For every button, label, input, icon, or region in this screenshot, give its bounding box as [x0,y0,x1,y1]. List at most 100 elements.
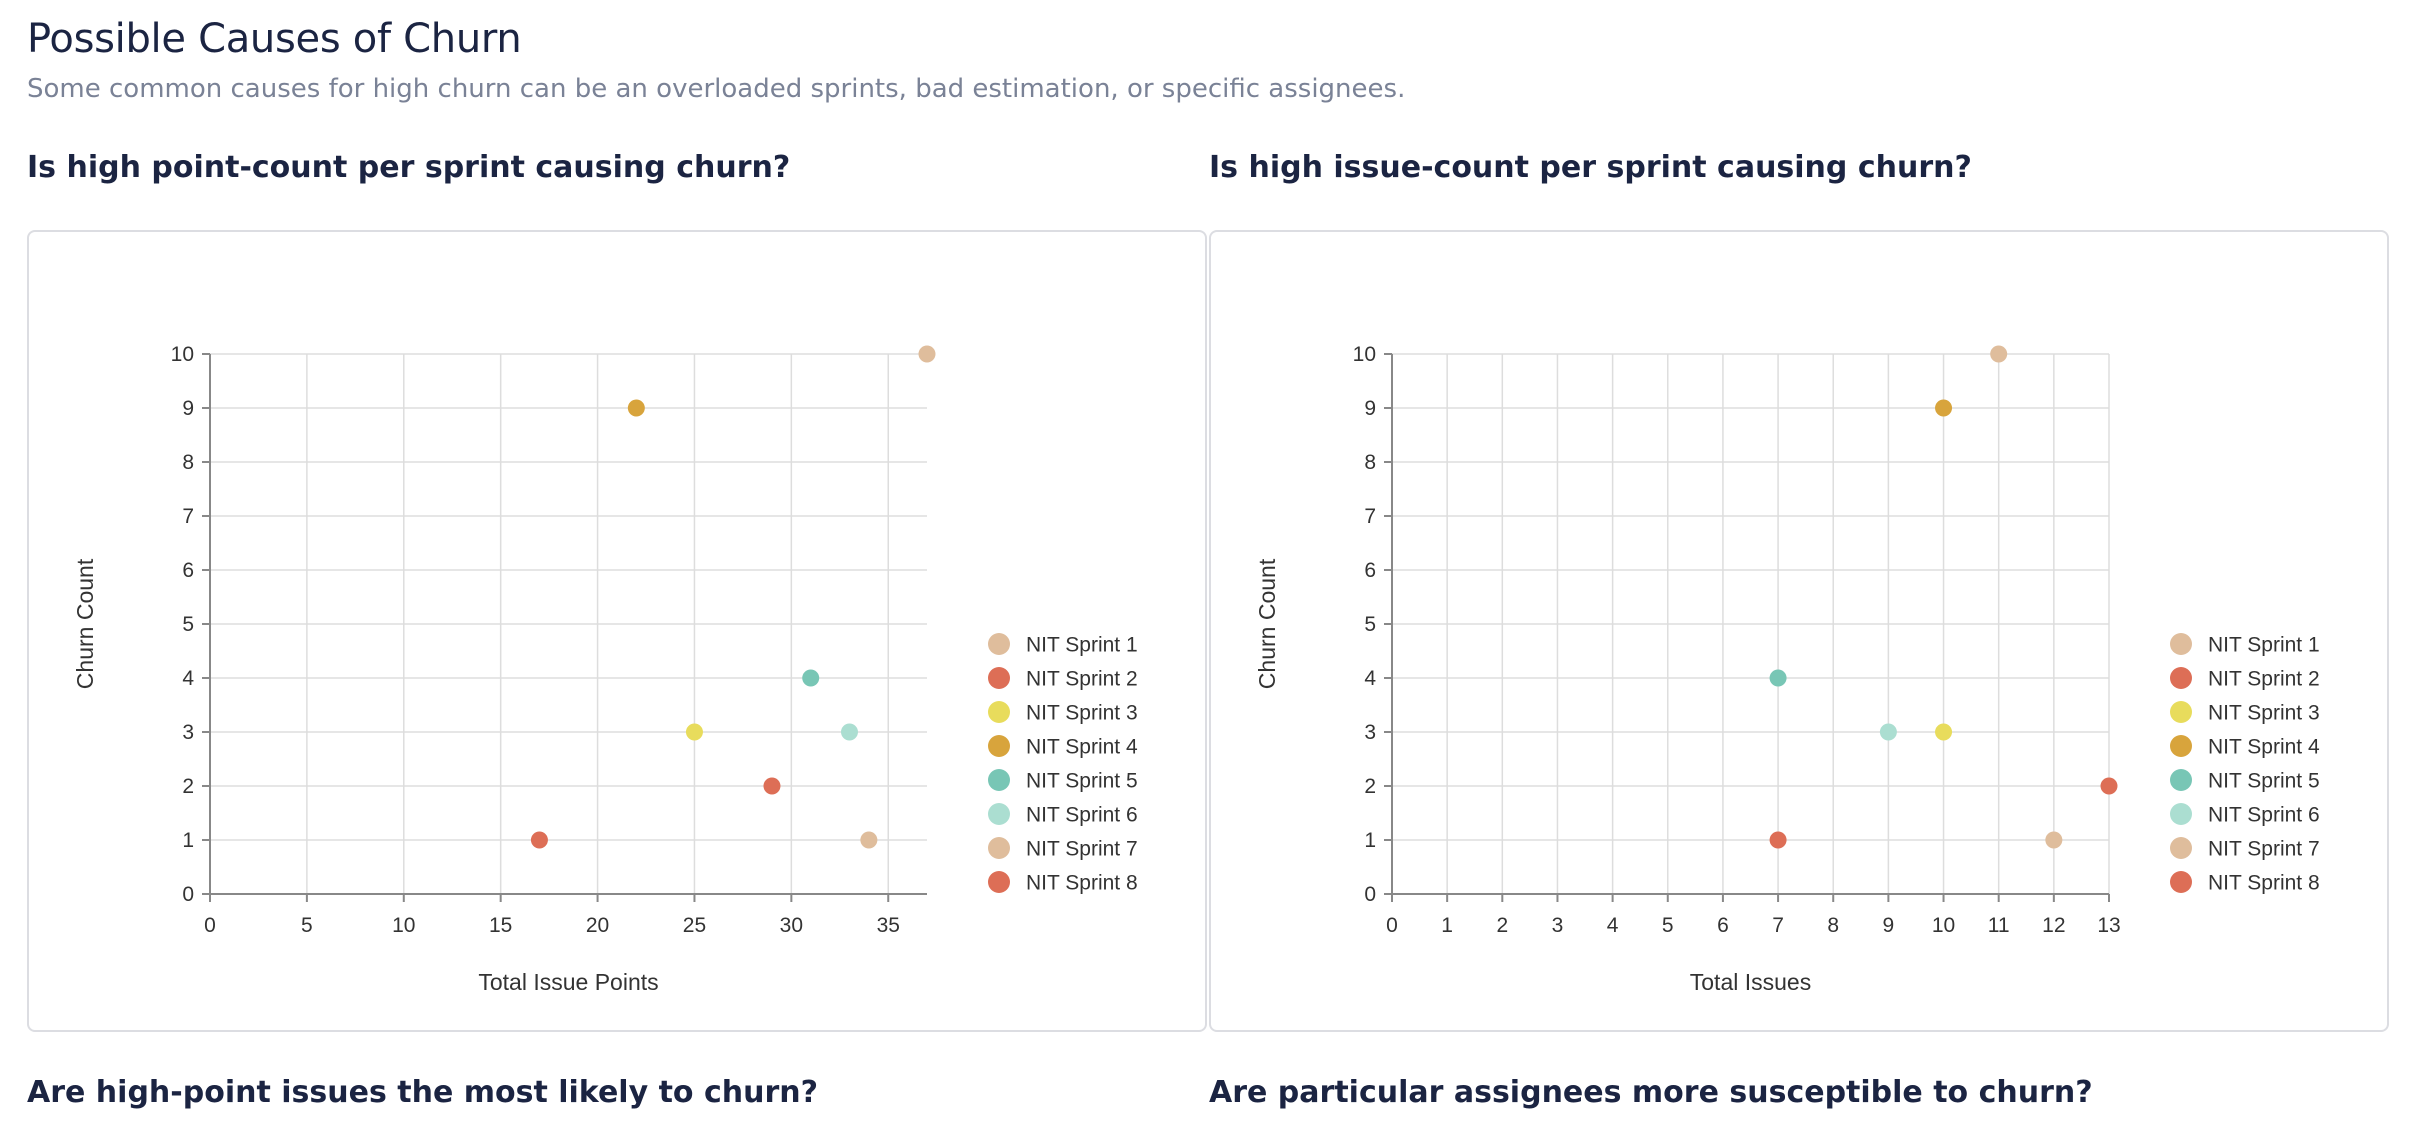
data-point[interactable] [1769,831,1787,849]
points-chart-heading: Is high point-count per sprint causing c… [27,150,791,185]
legend-item[interactable]: NIT Sprint 2 [2170,667,2320,691]
y-tick-label: 8 [182,451,194,474]
legend-item[interactable]: NIT Sprint 6 [2170,803,2320,827]
y-tick-label: 1 [1364,829,1376,852]
legend-item[interactable]: NIT Sprint 8 [988,871,1138,895]
data-point[interactable] [1935,723,1953,741]
y-tick-label: 2 [182,775,194,798]
page-subtitle: Some common causes for high churn can be… [27,74,1406,104]
legend-item[interactable]: NIT Sprint 8 [2170,871,2320,895]
data-point[interactable] [1990,345,2008,363]
legend-item[interactable]: NIT Sprint 7 [2170,837,2320,861]
x-tick-label: 10 [1932,914,1955,937]
legend-swatch [2170,803,2192,825]
x-tick-label: 15 [489,914,512,937]
data-point[interactable] [840,723,858,741]
legend-swatch [988,667,1010,689]
x-tick-label: 5 [1662,914,1674,937]
legend-swatch [988,701,1010,723]
legend-label: NIT Sprint 4 [1026,736,1138,759]
x-tick-label: 5 [301,914,313,937]
x-tick-label: 13 [2097,914,2120,937]
legend-label: NIT Sprint 6 [1026,804,1138,827]
x-tick-label: 6 [1717,914,1729,937]
y-tick-label: 5 [182,613,194,636]
legend-item[interactable]: NIT Sprint 2 [988,667,1138,691]
x-tick-label: 0 [204,914,216,937]
legend-swatch [2170,735,2192,757]
y-tick-label: 3 [182,721,194,744]
legend-swatch [988,871,1010,893]
legend-label: NIT Sprint 2 [2208,668,2320,691]
data-point[interactable] [627,399,645,417]
data-points [1769,345,2118,849]
y-axis-title: Churn Count [72,558,98,689]
x-tick-label: 7 [1772,914,1784,937]
legend-swatch [2170,633,2192,655]
data-point[interactable] [1935,399,1953,417]
y-tick-label: 6 [1364,559,1376,582]
data-point[interactable] [2045,831,2063,849]
high-point-issues-heading: Are high-point issues the most likely to… [27,1075,819,1110]
legend-item[interactable]: NIT Sprint 4 [2170,735,2320,759]
data-point[interactable] [802,669,820,687]
y-tick-label: 9 [1364,397,1376,420]
legend-label: NIT Sprint 5 [2208,770,2320,793]
legend-item[interactable]: NIT Sprint 7 [988,837,1138,861]
legend-label: NIT Sprint 3 [2208,702,2320,725]
x-axis-title: Total Issues [1690,969,1811,995]
y-tick-label: 5 [1364,613,1376,636]
legend-item[interactable]: NIT Sprint 5 [2170,769,2320,793]
data-point[interactable] [2100,777,2118,795]
points-scatter-card: 0 5 10 15 20 25 30 35 0 1 2 3 4 5 6 7 8 9 10 Total Issue Po… [27,230,1207,1032]
data-point[interactable] [918,345,936,363]
issues-chart-heading: Is high issue-count per sprint causing c… [1209,150,1972,185]
page-title: Possible Causes of Churn [27,16,522,62]
data-point[interactable] [1769,669,1787,687]
y-tick-label: 4 [182,667,194,690]
legend-item[interactable]: NIT Sprint 5 [988,769,1138,793]
legend-item[interactable]: NIT Sprint 4 [988,735,1138,759]
data-point[interactable] [685,723,703,741]
legend-label: NIT Sprint 1 [2208,634,2320,657]
x-tick-label: 10 [392,914,415,937]
x-tick-label: 30 [780,914,803,937]
y-tick-label: 0 [182,883,194,906]
data-point[interactable] [860,831,878,849]
y-tick-label: 1 [182,829,194,852]
legend-swatch [2170,837,2192,859]
legend-item[interactable]: NIT Sprint 6 [988,803,1138,827]
legend-item[interactable]: NIT Sprint 3 [2170,701,2320,725]
x-tick-label: 1 [1441,914,1453,937]
legend-swatch [988,735,1010,757]
legend-swatch [2170,667,2192,689]
grid [1391,353,2110,895]
legend-swatch [988,837,1010,859]
data-point[interactable] [763,777,781,795]
legend-item[interactable]: NIT Sprint 1 [988,633,1138,657]
y-tick-label: 0 [1364,883,1376,906]
x-tick-label: 0 [1386,914,1398,937]
x-axis-title: Total Issue Points [478,969,658,995]
data-point[interactable] [530,831,548,849]
legend-label: NIT Sprint 8 [2208,872,2320,895]
legend-item[interactable]: NIT Sprint 3 [988,701,1138,725]
legend-label: NIT Sprint 5 [1026,770,1138,793]
issues-scatter-card: 0 1 2 3 4 5 6 7 8 9 10 11 12 13 0 1 2 3 4 5 6 7 8 9 10 Total Issu… [1209,230,2389,1032]
y-tick-label: 9 [182,397,194,420]
data-points [530,345,936,849]
legend-label: NIT Sprint 8 [1026,872,1138,895]
legend-swatch [988,633,1010,655]
x-tick-label: 8 [1827,914,1839,937]
data-point[interactable] [1879,723,1897,741]
y-tick-label: 10 [171,343,194,366]
legend-label: NIT Sprint 7 [1026,838,1138,861]
y-tick-label: 7 [182,505,194,528]
grid [209,353,927,895]
legend-swatch [2170,701,2192,723]
assignee-churn-heading: Are particular assignees more susceptibl… [1209,1075,2093,1110]
legend-label: NIT Sprint 3 [1026,702,1138,725]
legend-item[interactable]: NIT Sprint 1 [2170,633,2320,657]
x-tick-label: 2 [1496,914,1508,937]
